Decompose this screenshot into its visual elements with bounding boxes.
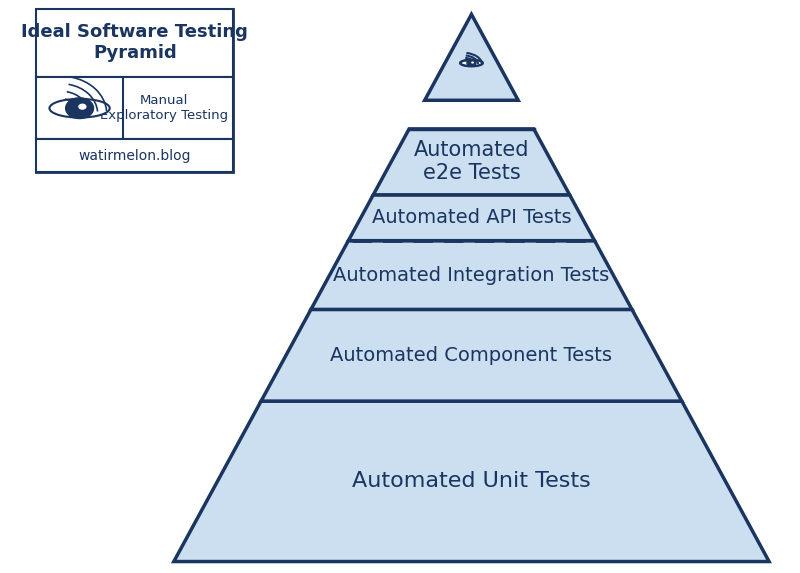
Polygon shape: [374, 129, 570, 195]
Polygon shape: [425, 14, 518, 100]
Text: Automated API Tests: Automated API Tests: [372, 208, 571, 227]
FancyBboxPatch shape: [36, 9, 234, 77]
Text: watirmelon.blog: watirmelon.blog: [78, 148, 191, 163]
Text: Automated Component Tests: Automated Component Tests: [330, 346, 613, 365]
Polygon shape: [348, 195, 594, 241]
FancyBboxPatch shape: [36, 77, 234, 139]
Circle shape: [78, 104, 86, 110]
Polygon shape: [311, 241, 632, 309]
FancyBboxPatch shape: [36, 9, 234, 172]
Text: Automated
e2e Tests: Automated e2e Tests: [414, 140, 530, 183]
Ellipse shape: [460, 60, 482, 66]
Polygon shape: [174, 401, 769, 562]
Circle shape: [66, 98, 94, 119]
Circle shape: [471, 61, 474, 64]
Text: Automated Integration Tests: Automated Integration Tests: [334, 265, 610, 285]
Text: Automated Unit Tests: Automated Unit Tests: [352, 472, 591, 491]
Text: Ideal Software Testing
Pyramid: Ideal Software Testing Pyramid: [22, 23, 248, 62]
Text: Manual
Exploratory Testing: Manual Exploratory Testing: [100, 94, 229, 122]
Circle shape: [467, 60, 476, 66]
Polygon shape: [261, 309, 682, 401]
FancyBboxPatch shape: [36, 139, 234, 172]
Ellipse shape: [50, 99, 110, 117]
